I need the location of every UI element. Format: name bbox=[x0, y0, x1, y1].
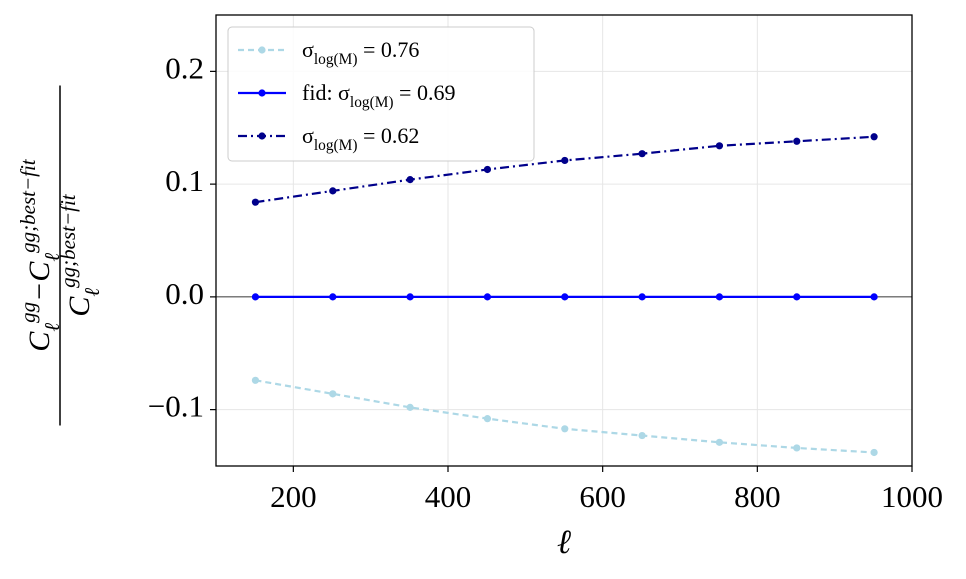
series-marker bbox=[793, 293, 801, 301]
series-marker bbox=[793, 137, 801, 145]
x-tick-label: 400 bbox=[425, 479, 472, 514]
series-marker bbox=[638, 293, 646, 301]
series-marker bbox=[406, 176, 414, 184]
series-marker bbox=[870, 133, 878, 141]
series-marker bbox=[870, 448, 878, 457]
series-marker bbox=[329, 187, 337, 195]
x-tick-label: 1000 bbox=[881, 479, 943, 514]
x-tick-label: 200 bbox=[270, 479, 317, 514]
legend-label: σlog(M) = 0.62 bbox=[302, 123, 419, 154]
series-marker bbox=[715, 293, 724, 301]
series-marker bbox=[715, 438, 724, 446]
series-marker bbox=[561, 156, 569, 165]
plot-frame bbox=[215, 14, 913, 467]
legend-marker bbox=[258, 89, 266, 97]
y-label-denominator: Cℓgg;best−fit bbox=[56, 193, 104, 316]
series-marker bbox=[715, 142, 724, 150]
series-marker bbox=[561, 293, 569, 301]
series-marker bbox=[638, 150, 646, 158]
series-marker bbox=[251, 293, 260, 301]
x-axis-label: ℓ bbox=[557, 524, 571, 561]
series-marker bbox=[251, 376, 260, 384]
series-marker bbox=[483, 293, 492, 301]
legend-marker bbox=[258, 46, 266, 54]
series-marker bbox=[406, 403, 414, 411]
legend-box bbox=[227, 26, 535, 162]
series-marker bbox=[406, 293, 414, 301]
series-marker bbox=[793, 444, 801, 452]
series-marker bbox=[870, 293, 878, 301]
series-marker bbox=[329, 390, 337, 398]
y-tick-label: −0.1 bbox=[148, 389, 204, 424]
y-tick-label: 0.0 bbox=[165, 276, 204, 311]
y-tick-label: 0.1 bbox=[165, 163, 204, 198]
series-marker bbox=[329, 293, 337, 301]
series-line bbox=[255, 379, 875, 454]
series-marker bbox=[638, 431, 646, 440]
series-marker bbox=[561, 425, 569, 433]
legend-label: σlog(M) = 0.76 bbox=[302, 37, 419, 68]
legend: σlog(M) = 0.76 fid: σlog(M) = 0.69 σlog(M)… bbox=[227, 26, 535, 162]
y-label-numerator: Cℓgg−Cℓgg;best−fit bbox=[16, 158, 64, 351]
y-tick-label: 0.2 bbox=[165, 50, 204, 85]
legend-label: fid: σlog(M) = 0.69 bbox=[302, 80, 455, 111]
series-marker bbox=[251, 198, 260, 206]
x-tick-label: 800 bbox=[734, 479, 781, 514]
series-marker bbox=[483, 415, 492, 423]
x-tick-label: 600 bbox=[579, 479, 626, 514]
legend-marker bbox=[258, 132, 266, 140]
series-marker bbox=[483, 165, 492, 174]
